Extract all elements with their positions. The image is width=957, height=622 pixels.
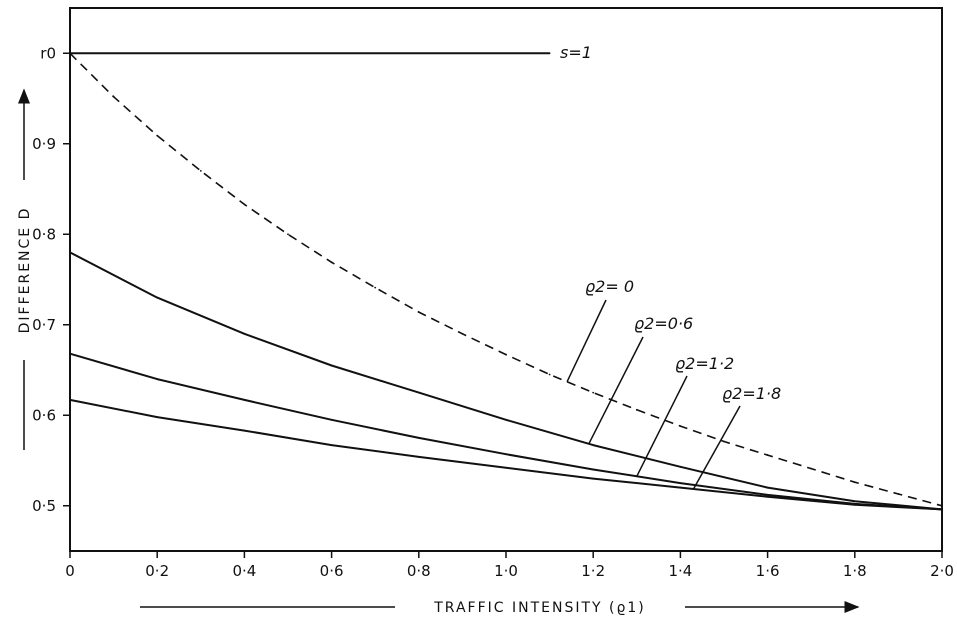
data-point-2-0 [897,493,900,495]
data-point-2-0 [112,95,115,98]
data-point-2-0 [374,286,377,289]
data-point-2-0-6 [679,465,682,468]
data-point-2-0-6 [505,418,507,421]
data-point-2-0 [548,373,551,376]
y-tick-label: r0 [40,44,56,62]
data-point-2-0-6 [69,251,71,254]
series-line-2-0-6 [69,251,943,511]
data-point-2-1-2 [243,398,246,401]
y-tick-label: 0·5 [32,497,56,515]
leader-line-2-1-8 [692,405,741,490]
data-point-2-0 [243,203,246,206]
data-point-2-1-2 [592,468,595,471]
data-point-2-1-8 [505,466,507,469]
leader-line-2-0 [566,299,607,383]
data-point-2-1-2 [505,453,507,456]
x-tick-label: 1·2 [581,562,605,580]
data-point-2-1-8 [853,503,856,506]
y-tick-label: 0·8 [32,225,56,243]
x-tick-label: 0·2 [145,562,169,580]
y-axis-ticks: 0·5 0·6 0·7 0·8 0·9 r0 [32,44,70,515]
x-tick-label: 0·4 [232,562,256,580]
data-point-2-0-6 [592,444,595,447]
series-label-s-1: s=1 [560,43,592,62]
series-label-2-0: ϱ2= 0 [585,277,634,296]
data-point-2-0-6 [156,296,159,299]
data-point-2-1-8 [941,508,943,511]
data-point-2-1-8 [69,398,71,401]
data-point-2-1-2 [679,482,682,485]
series-line-2-1-2 [69,352,943,511]
y-axis-title-group: DIFFERENCE D [17,88,33,450]
data-point-2-0 [505,353,507,356]
x-tick-label: 0·8 [407,562,431,580]
data-point-2-0 [679,425,682,428]
label-leaders [566,299,741,490]
data-point-2-1-8 [679,486,682,489]
data-point-2-1-8 [330,444,333,447]
data-point-2-0 [287,233,289,236]
x-tick-label: 1·0 [494,562,518,580]
data-point-2-0 [941,504,943,507]
x-tick-label: 0·6 [320,562,344,580]
leader-line-2-1-2 [636,375,688,477]
data-point-2-1-2 [330,418,333,421]
data-point-2-1-8 [243,429,246,432]
x-axis-ticks: 0 0·2 0·4 0·6 0·8 1·0 1·2 1·4 1·6 1·8 2·0 [65,551,954,580]
data-point-2-0 [156,134,159,137]
data-point-2-0-6 [766,486,769,489]
data-point-2-0-6 [330,364,333,367]
data-point-2-0 [766,454,769,456]
y-tick-label: 0·6 [32,406,56,424]
data-point-2-1-8 [766,495,769,498]
data-point-2-0 [723,440,725,443]
data-point-2-0 [853,481,856,484]
x-tick-label: 1·4 [668,562,692,580]
x-axis-title: TRAFFIC INTENSITY (ϱ1) [433,600,646,616]
series-layer [69,52,943,511]
data-point-2-0 [417,311,420,313]
leader-line-2-0-6 [588,336,644,445]
x-axis-title-group: TRAFFIC INTENSITY (ϱ1) [140,600,860,616]
y-axis-title: DIFFERENCE D [17,207,33,334]
plot-frame [69,7,943,552]
data-point-2-0 [69,52,71,55]
series-line-2-0 [69,52,943,507]
series-label-2-0-6: ϱ2=0·6 [634,314,693,333]
data-point-2-0-6 [417,391,420,394]
x-tick-label: 2·0 [930,562,954,580]
data-point-2-1-8 [592,477,595,480]
data-point-2-0 [199,170,202,172]
y-tick-label: 0·9 [32,135,56,153]
x-tick-label: 1·8 [843,562,867,580]
x-tick-label: 0 [65,562,75,580]
data-point-2-1-2 [766,493,769,496]
data-point-s-1 [548,52,551,55]
series-labels: s=1 ϱ2= 0ϱ2=0·6 ϱ2=1·2 ϱ2=1·8 [560,43,781,403]
data-point-2-0 [810,467,813,470]
data-point-2-0 [330,261,333,264]
data-point-2-0 [461,332,464,335]
data-point-2-1-8 [417,455,420,458]
data-point-2-0 [592,391,595,394]
data-point-2-0 [635,408,638,411]
data-point-2-1-2 [69,352,71,355]
data-point-2-0-6 [853,500,856,503]
y-tick-label: 0·7 [32,316,56,334]
series-label-2-1-8: ϱ2=1·8 [722,384,781,403]
data-point-2-0-6 [243,332,246,335]
data-point-2-1-2 [156,378,159,380]
series-label-2-1-2: ϱ2=1·2 [675,354,734,373]
x-tick-label: 1·6 [756,562,780,580]
data-point-2-1-8 [156,416,159,418]
data-point-2-1-2 [417,436,420,439]
